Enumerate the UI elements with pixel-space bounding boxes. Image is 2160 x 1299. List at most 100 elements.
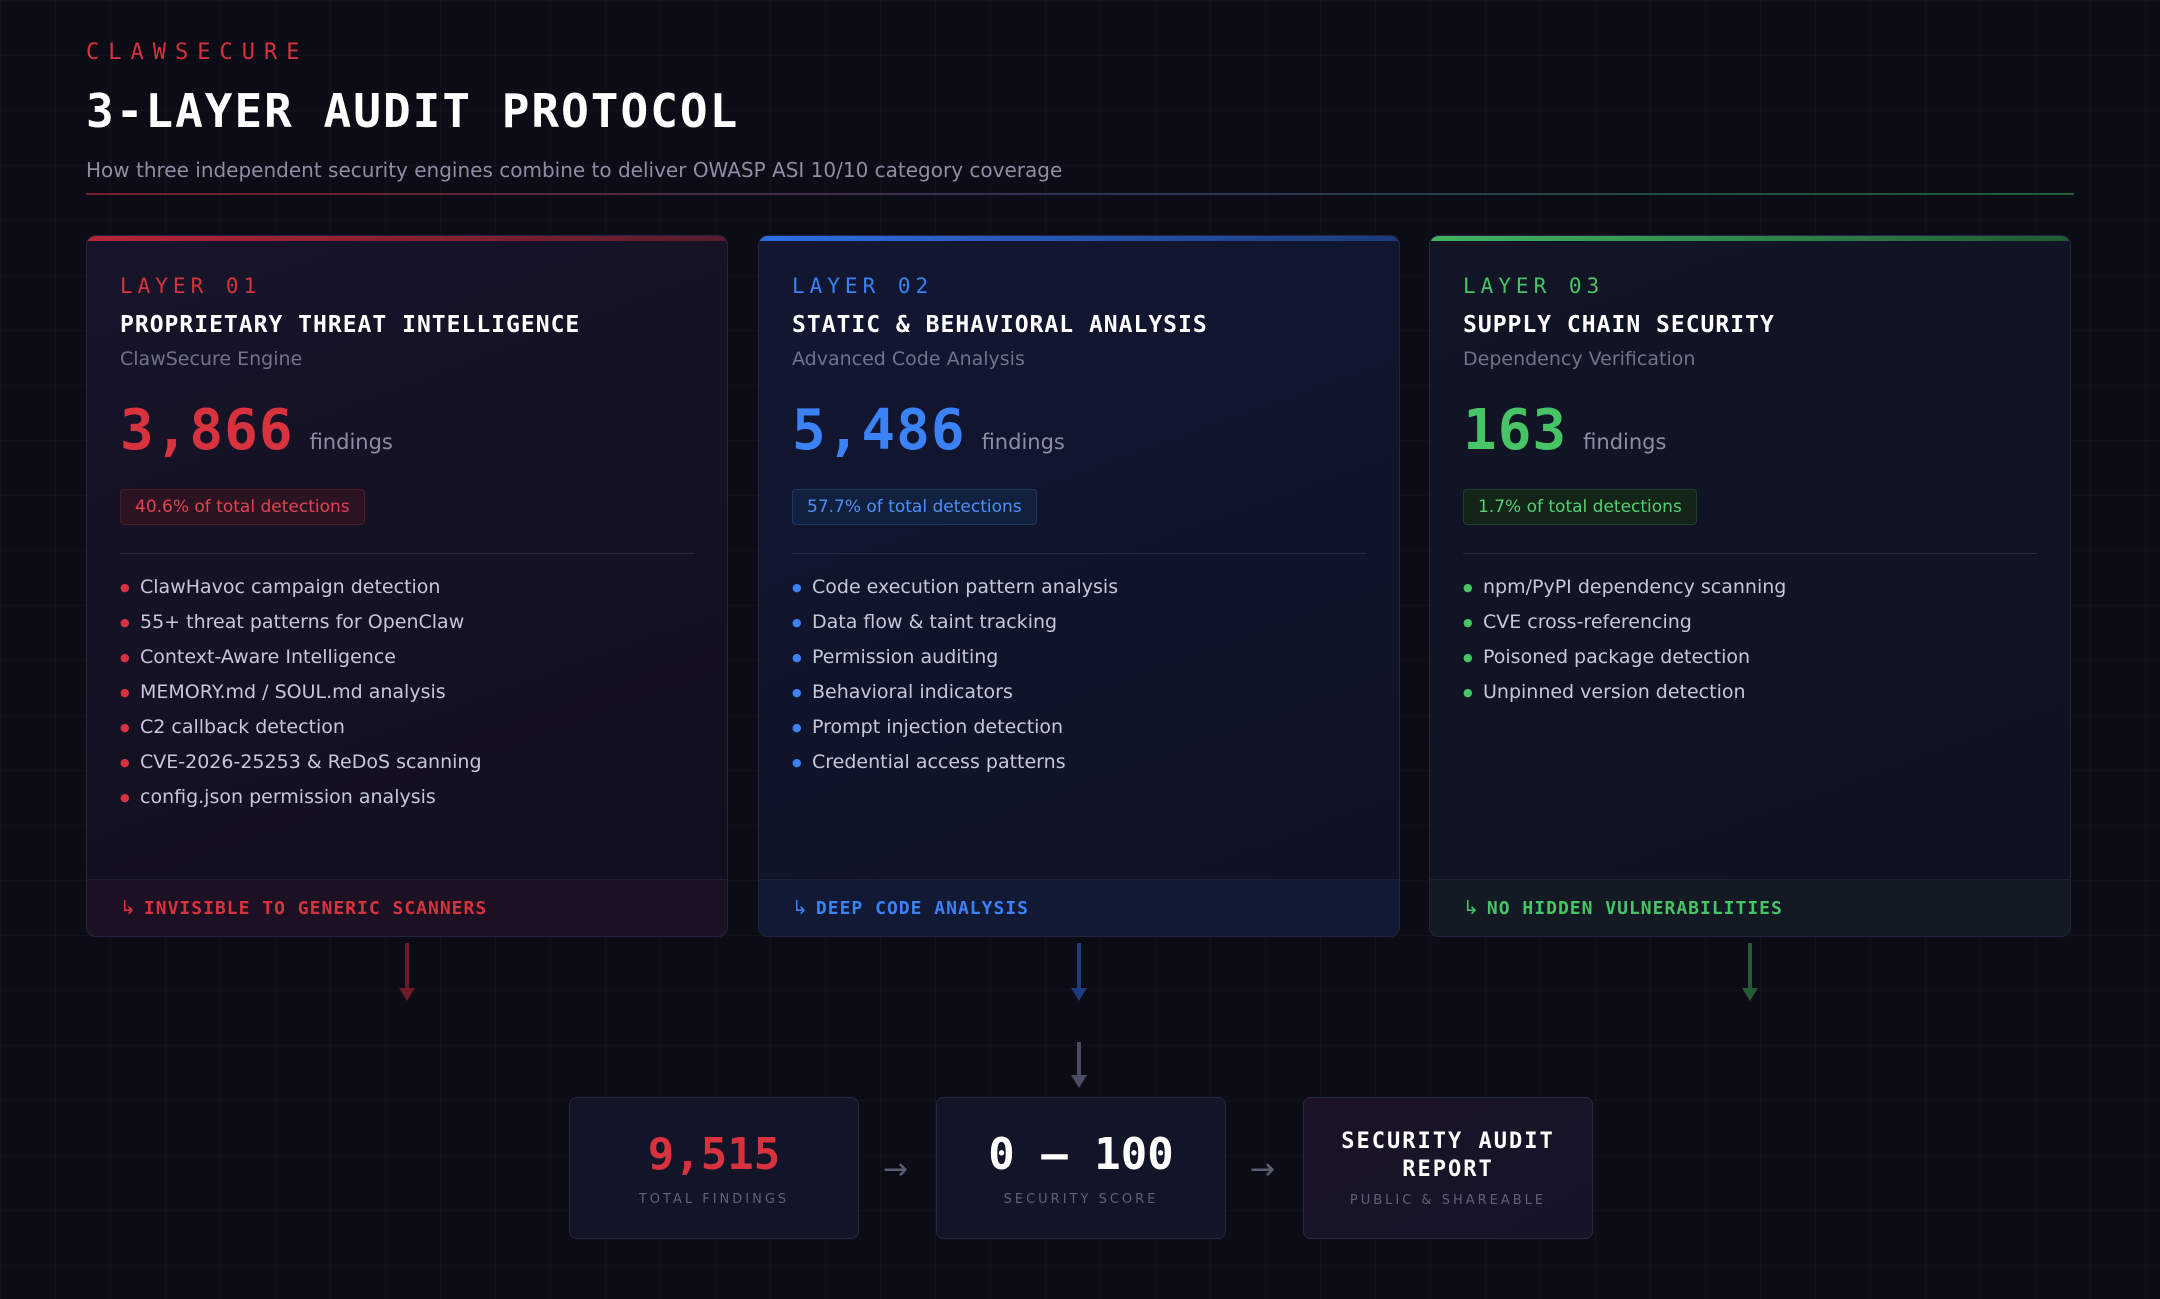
total-findings-value: 9,515 — [647, 1129, 781, 1180]
findings-row: 3,866 findings — [120, 398, 694, 463]
header: CLAWSECURE 3-LAYER AUDIT PROTOCOL How th… — [86, 40, 2074, 182]
total-findings-box: 9,515 TOTAL FINDINGS — [569, 1097, 859, 1239]
feature-text: CVE cross-referencing — [1483, 611, 1692, 633]
list-item: ● Context-Aware Intelligence — [120, 640, 694, 675]
brand-label: CLAWSECURE — [86, 40, 309, 65]
feature-text: Behavioral indicators — [812, 681, 1013, 703]
list-item: ● Code execution pattern analysis — [792, 570, 1366, 605]
list-item: ● 55+ threat patterns for OpenClaw — [120, 605, 694, 640]
card-footer-text: INVISIBLE TO GENERIC SCANNERS — [143, 897, 488, 919]
findings-unit: findings — [309, 430, 393, 454]
feature-text: Poisoned package detection — [1483, 646, 1751, 668]
list-item: ● Behavioral indicators — [792, 675, 1366, 710]
bullet-icon: ● — [120, 581, 130, 594]
bullet-icon: ● — [120, 756, 130, 769]
card-divider — [120, 553, 694, 554]
list-item: ● Unpinned version detection — [1463, 675, 2037, 710]
feature-text: ClawHavoc campaign detection — [140, 576, 441, 598]
report-caption: PUBLIC & SHAREABLE — [1349, 1193, 1547, 1208]
feature-text: Credential access patterns — [812, 751, 1066, 773]
feature-text: Unpinned version detection — [1483, 681, 1746, 703]
page-subtitle: How three independent security engines c… — [86, 157, 1063, 182]
feature-list: ● ClawHavoc campaign detection ● 55+ threa… — [120, 570, 694, 815]
bullet-icon: ● — [120, 721, 130, 734]
bullet-icon: ● — [120, 651, 130, 664]
list-item: ● ClawHavoc campaign detection — [120, 570, 694, 605]
list-item: ● npm/PyPI dependency scanning — [1463, 570, 2037, 605]
feature-text: C2 callback detection — [140, 716, 345, 738]
bullet-icon: ● — [1463, 581, 1473, 594]
list-item: ● Poisoned package detection — [1463, 640, 2037, 675]
security-score-value: 0 – 100 — [988, 1129, 1174, 1180]
layer-card-2: LAYER 02 STATIC & BEHAVIORAL ANALYSIS Ad… — [758, 235, 1400, 937]
feature-list: ● Code execution pattern analysis ● Data f… — [792, 570, 1366, 780]
bullet-icon: ● — [792, 651, 802, 664]
card-accent-bar — [1430, 236, 2070, 241]
detection-share-badge: 40.6% of total detections — [120, 489, 365, 525]
findings-count: 163 — [1463, 398, 1568, 463]
feature-text: 55+ threat patterns for OpenClaw — [140, 611, 465, 633]
bullet-icon: ● — [792, 616, 802, 629]
return-arrow-icon: ↳ — [120, 897, 136, 919]
card-divider — [792, 553, 1366, 554]
findings-row: 163 findings — [1463, 398, 2037, 463]
list-item: ● C2 callback detection — [120, 710, 694, 745]
card-accent-bar — [759, 236, 1399, 241]
list-item: ● config.json permission analysis — [120, 780, 694, 815]
findings-unit: findings — [981, 430, 1065, 454]
return-arrow-icon: ↳ — [1463, 897, 1479, 919]
layer-label: LAYER 03 — [1463, 274, 1605, 298]
bullet-icon: ● — [120, 791, 130, 804]
layer-engine: ClawSecure Engine — [120, 348, 303, 370]
layer-card-3: LAYER 03 SUPPLY CHAIN SECURITY Dependenc… — [1429, 235, 2071, 937]
feature-text: Permission auditing — [812, 646, 999, 668]
down-arrow-icon — [1071, 988, 1087, 1001]
feature-list: ● npm/PyPI dependency scanning ● CVE cross… — [1463, 570, 2037, 710]
down-arrow-icon — [399, 988, 415, 1001]
feature-text: config.json permission analysis — [140, 786, 436, 808]
bullet-icon: ● — [1463, 651, 1473, 664]
report-title: SECURITY AUDIT REPORT — [1341, 1129, 1555, 1182]
header-divider — [86, 193, 2074, 195]
list-item: ● CVE-2026-25253 & ReDoS scanning — [120, 745, 694, 780]
list-item: ● Data flow & taint tracking — [792, 605, 1366, 640]
feature-text: Context-Aware Intelligence — [140, 646, 396, 668]
layer-label: LAYER 02 — [792, 274, 934, 298]
security-score-caption: SECURITY SCORE — [1003, 1192, 1159, 1207]
list-item: ● Prompt injection detection — [792, 710, 1366, 745]
card-footer: ↳ NO HIDDEN VULNERABILITIES — [1430, 879, 2070, 936]
feature-text: CVE-2026-25253 & ReDoS scanning — [140, 751, 482, 773]
down-arrow-icon — [1742, 988, 1758, 1001]
list-item: ● Permission auditing — [792, 640, 1366, 675]
page-title: 3-LAYER AUDIT PROTOCOL — [86, 84, 740, 138]
security-score-box: 0 – 100 SECURITY SCORE — [936, 1097, 1226, 1239]
findings-count: 5,486 — [792, 398, 966, 463]
card-divider — [1463, 553, 2037, 554]
feature-text: Prompt injection detection — [812, 716, 1064, 738]
list-item: ● MEMORY.md / SOUL.md analysis — [120, 675, 694, 710]
layer-title: STATIC & BEHAVIORAL ANALYSIS — [792, 312, 1208, 338]
card-accent-bar — [87, 236, 727, 241]
bullet-icon: ● — [792, 756, 802, 769]
card-footer: ↳ INVISIBLE TO GENERIC SCANNERS — [87, 879, 727, 936]
list-item: ● Credential access patterns — [792, 745, 1366, 780]
feature-text: npm/PyPI dependency scanning — [1483, 576, 1787, 598]
card-footer-text: NO HIDDEN VULNERABILITIES — [1486, 897, 1783, 919]
total-findings-caption: TOTAL FINDINGS — [638, 1192, 790, 1207]
feature-text: Code execution pattern analysis — [812, 576, 1119, 598]
findings-count: 3,866 — [120, 398, 294, 463]
bullet-icon: ● — [792, 581, 802, 594]
feature-text: MEMORY.md / SOUL.md analysis — [140, 681, 446, 703]
findings-unit: findings — [1583, 430, 1667, 454]
feature-text: Data flow & taint tracking — [812, 611, 1058, 633]
list-item: ● CVE cross-referencing — [1463, 605, 2037, 640]
bullet-icon: ● — [1463, 616, 1473, 629]
detection-share-badge: 57.7% of total detections — [792, 489, 1037, 525]
bullet-icon: ● — [1463, 686, 1473, 699]
findings-row: 5,486 findings — [792, 398, 1366, 463]
right-arrow-icon: → — [883, 1152, 909, 1187]
bullet-icon: ● — [792, 721, 802, 734]
layer-label: LAYER 01 — [120, 274, 262, 298]
detection-share-badge: 1.7% of total detections — [1463, 489, 1697, 525]
